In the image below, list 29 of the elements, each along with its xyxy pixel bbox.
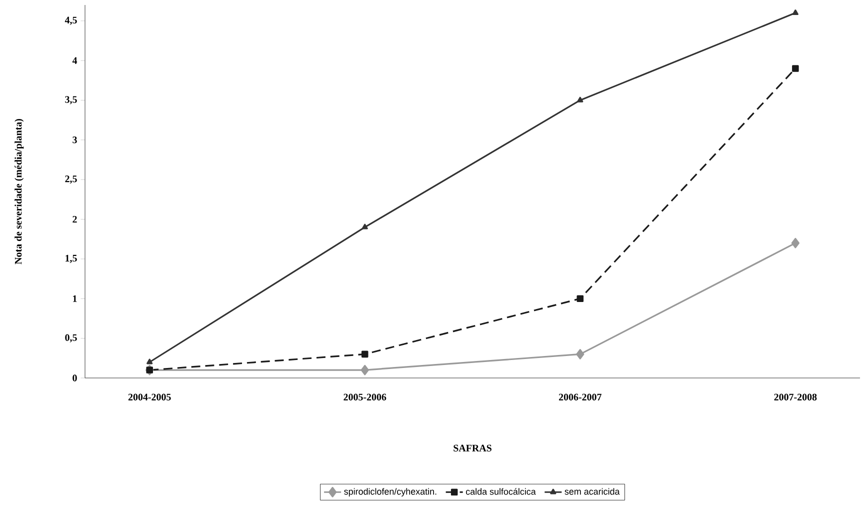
y-tick-label: 1,5 [66,254,77,264]
y-tick-label: 2,5 [65,176,77,184]
point [146,358,153,364]
point [576,348,584,360]
x-tick-label: 2005-2006 [344,394,386,400]
y-tick-label: 1 [73,295,77,302]
legend-label: sem acaricida [564,488,620,495]
point [362,224,368,230]
point [577,96,584,102]
y-tick-label: 4,5 [64,16,77,25]
y-axis-title: Nota de severidade (média/planta) [14,119,24,264]
y-tick-label: 0 [72,374,77,382]
y-tick-label: 4 [72,57,78,64]
point [360,364,369,376]
x-tick-label: 2007-2008 [774,394,817,400]
y-tick-label: 3,5 [65,96,77,104]
y-tick-label: 3 [72,136,77,144]
point [792,10,798,16]
legend-label: calda sulfocálcica [466,488,536,495]
point [792,65,799,72]
point [791,238,800,248]
x-tick-label: 2004-2005 [128,394,171,400]
x-axis-title: SAFRAS [454,444,492,452]
y-tick-label: 2 [72,216,77,223]
legend-label: spirodiclofen/cyhexatin. [344,488,436,496]
point [576,295,584,302]
x-tick-label: 2006-2007 [558,394,602,400]
y-tick-label: 0,5 [65,334,77,342]
point [361,350,368,358]
